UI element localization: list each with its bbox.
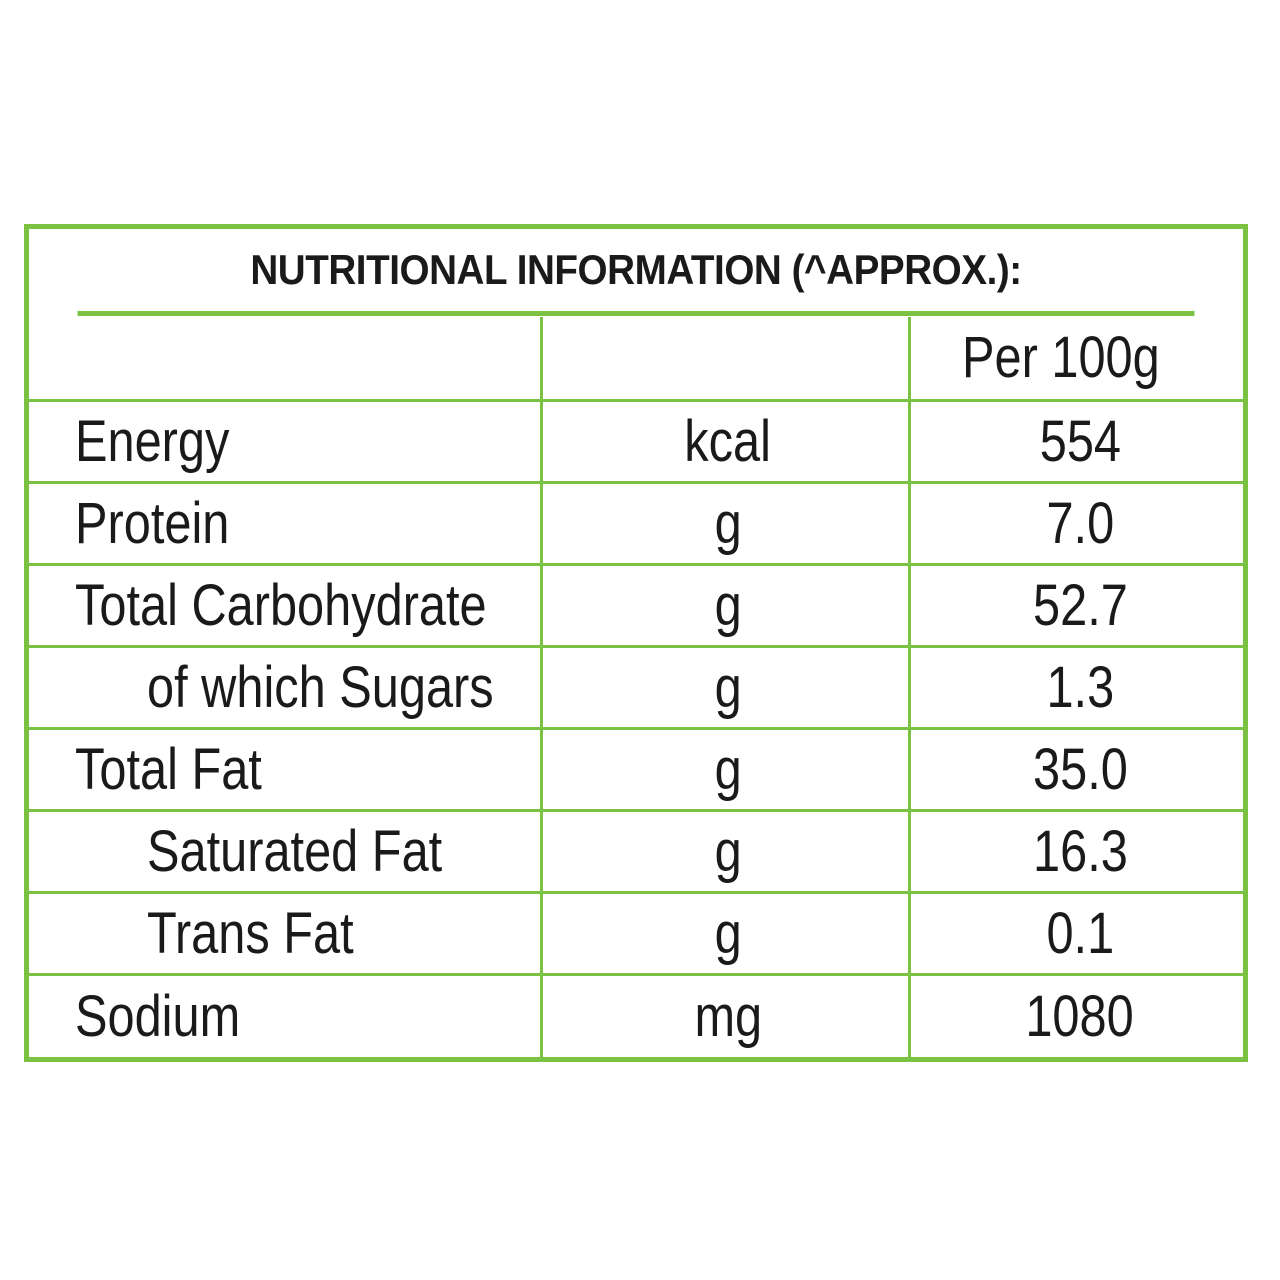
table-row: Total Carbohydrate g 52.7 [29,566,1243,648]
table-title: NUTRITIONAL INFORMATION (^APPROX.): [77,229,1195,316]
column-divider [908,317,911,1057]
nutrient-unit: g [714,491,742,556]
nutrient-name: Trans Fat [147,901,354,966]
nutrient-unit: kcal [684,409,772,474]
column-divider [540,317,543,1057]
header-row: Per 100g [29,316,1243,402]
nutrient-name: Energy [75,409,230,474]
table-row: Saturated Fat g 16.3 [29,812,1243,894]
nutrient-unit: g [714,655,742,720]
nutrient-value: 35.0 [1032,737,1128,802]
nutrient-name: Protein [75,491,230,556]
nutrition-table: NUTRITIONAL INFORMATION (^APPROX.): Per … [24,224,1248,1062]
table-row: of which Sugars g 1.3 [29,648,1243,730]
table-row: Protein g 7.0 [29,484,1243,566]
nutrient-name: Sodium [75,984,241,1049]
nutrient-unit: g [714,819,742,884]
table-row: Sodium mg 1080 [29,976,1243,1057]
nutrient-unit: g [714,737,742,802]
nutrient-name: Total Carbohydrate [75,573,487,638]
nutrient-value: 1080 [1025,984,1135,1049]
nutrient-value: 16.3 [1032,819,1128,884]
table-row: Trans Fat g 0.1 [29,894,1243,976]
nutrient-unit: mg [694,984,762,1049]
nutrient-name: Saturated Fat [147,819,443,884]
nutrient-unit: g [714,573,742,638]
nutrient-value: 0.1 [1046,901,1114,966]
nutrient-name: Total Fat [75,737,262,802]
nutrient-value: 554 [1039,409,1121,474]
nutrient-value: 1.3 [1046,655,1114,720]
nutrient-value: 7.0 [1046,491,1114,556]
nutrient-value: 52.7 [1032,573,1128,638]
nutrient-unit: g [714,901,742,966]
per-100g-header: Per 100g [962,325,1161,390]
nutrient-name: of which Sugars [147,655,494,720]
table-row: Total Fat g 35.0 [29,730,1243,812]
table-row: Energy kcal 554 [29,402,1243,484]
